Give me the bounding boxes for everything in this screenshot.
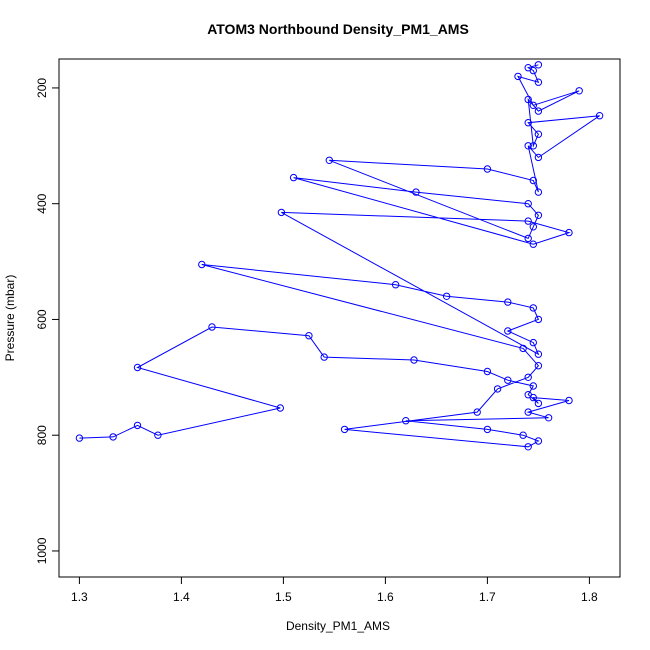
data-point [305, 332, 313, 340]
data-point [133, 421, 142, 430]
x-tick-label: 1.4 [173, 590, 190, 604]
data-point [529, 223, 537, 231]
x-tick-label: 1.6 [377, 590, 394, 604]
data-point [519, 344, 527, 353]
data-point [402, 417, 410, 425]
data-point [504, 298, 512, 306]
data-point [524, 119, 532, 127]
data-point [519, 431, 527, 439]
data-point [534, 399, 543, 408]
y-tick-label: 800 [35, 425, 49, 445]
x-tick-label: 1.8 [581, 590, 598, 604]
data-point [483, 367, 492, 376]
data-point [154, 431, 162, 439]
data-point [208, 323, 216, 331]
data-point [529, 382, 537, 390]
data-point [109, 433, 117, 441]
data-point [524, 217, 532, 225]
data-point [529, 240, 537, 248]
data-point [529, 176, 537, 185]
data-point [133, 363, 142, 372]
data-point [529, 142, 537, 150]
data-point [524, 142, 532, 150]
data-point [524, 443, 532, 451]
y-axis-label: Pressure (mbar) [3, 275, 17, 362]
data-point [529, 393, 537, 402]
data-point [534, 78, 543, 86]
y-tick-label: 200 [35, 78, 49, 98]
data-point [410, 356, 418, 364]
y-tick-label: 400 [35, 193, 49, 213]
data-point [534, 211, 543, 220]
y-tick-label: 600 [35, 309, 49, 329]
data-point [276, 404, 284, 412]
data-point [524, 373, 532, 381]
data-point [534, 362, 543, 370]
data-point [483, 425, 492, 434]
data-point [198, 260, 206, 269]
data-point [534, 437, 543, 445]
data-point [529, 101, 537, 110]
y-tick-label: 1000 [35, 537, 49, 564]
x-tick-label: 1.3 [71, 590, 88, 604]
data-point [473, 408, 481, 416]
data-point [534, 188, 543, 196]
data-point [524, 408, 532, 416]
data-point [412, 188, 420, 196]
data-point [442, 292, 451, 300]
x-tick-label: 1.7 [479, 590, 496, 604]
data-point [325, 156, 333, 165]
data-point [534, 315, 543, 324]
data-point [75, 434, 84, 442]
data-point [534, 130, 543, 138]
data-point [544, 414, 553, 422]
plot-frame [58, 58, 621, 578]
data-point [391, 281, 400, 289]
data-point [483, 165, 492, 173]
y-axis: 200 400 600 800 1000 [35, 78, 59, 564]
data-point [595, 112, 604, 120]
data-point [534, 153, 543, 162]
data-point [565, 396, 573, 405]
data-point [504, 327, 512, 335]
data-point [320, 353, 328, 361]
data-point [289, 173, 298, 182]
data-point [534, 61, 543, 69]
data-point [514, 72, 522, 81]
data-point [493, 385, 502, 393]
data-point [529, 304, 537, 312]
x-tick-label: 1.5 [275, 590, 292, 604]
data-point [340, 425, 349, 434]
chart-title: ATOM3 Northbound Density_PM1_AMS [207, 21, 469, 37]
data-point [534, 107, 543, 115]
data-point [524, 95, 532, 104]
x-axis: 1.3 1.4 1.5 1.6 1.7 1.8 [71, 577, 598, 604]
x-axis-label: Density_PM1_AMS [286, 619, 390, 633]
data-point [524, 200, 532, 208]
plot-area [75, 61, 604, 451]
data-point [534, 350, 543, 358]
series-line [79, 64, 600, 448]
data-point [277, 208, 286, 217]
data-point [529, 338, 537, 347]
data-point [504, 376, 512, 384]
data-point [524, 234, 532, 243]
data-point [524, 64, 532, 72]
data-point [575, 87, 583, 95]
data-point [565, 228, 573, 237]
